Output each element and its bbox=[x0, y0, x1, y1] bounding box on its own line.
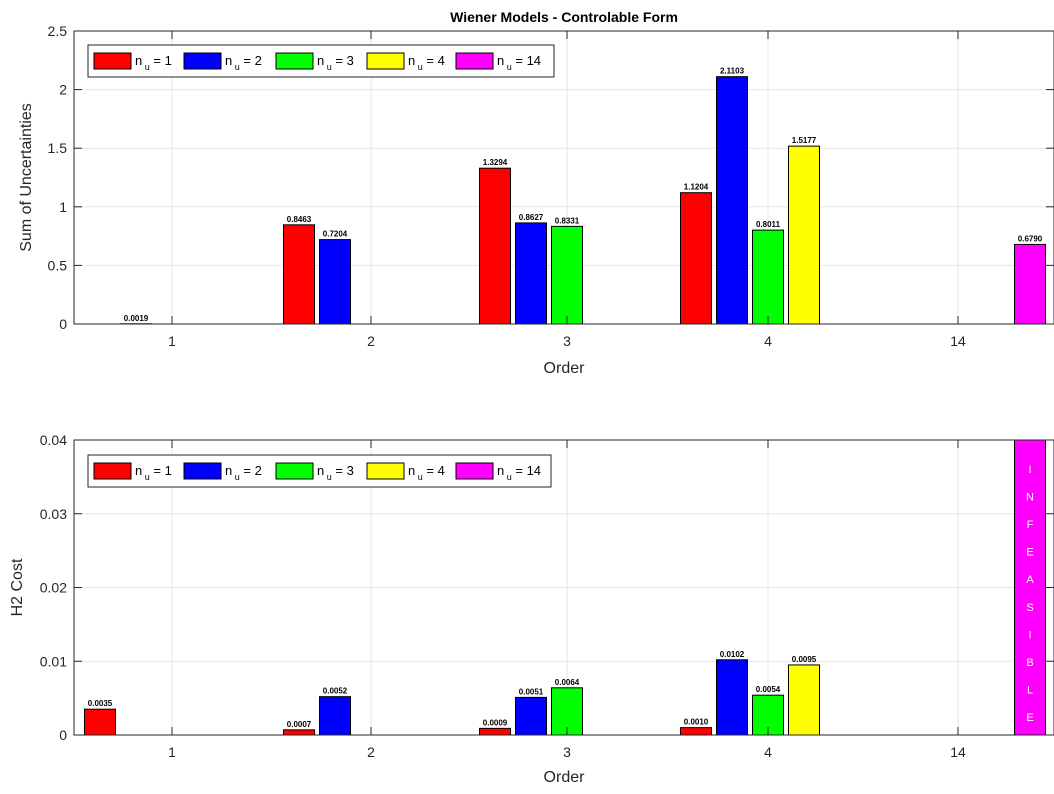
x-tick-label: 4 bbox=[764, 744, 772, 760]
data-label: 0.0035 bbox=[88, 699, 113, 708]
bar-2-series-2 bbox=[320, 240, 351, 324]
data-label: 0.0051 bbox=[519, 687, 544, 696]
y-tick-label: 0.03 bbox=[40, 506, 67, 522]
x-tick-label: 14 bbox=[950, 333, 966, 349]
bar-4-series-1 bbox=[681, 193, 712, 324]
y-tick-label: 0.01 bbox=[40, 653, 67, 669]
y-tick-label: 0 bbox=[59, 316, 67, 332]
data-label: 0.0095 bbox=[792, 655, 817, 664]
data-label: 0.8463 bbox=[287, 215, 312, 224]
data-label: 0.0064 bbox=[555, 678, 580, 687]
legend-swatch bbox=[456, 53, 493, 69]
y-tick-label: 0.5 bbox=[48, 257, 68, 273]
bar-2-series-2 bbox=[320, 697, 351, 735]
data-label: 0.8331 bbox=[555, 216, 580, 225]
bar-2-series-1 bbox=[284, 730, 315, 735]
y-tick-label: 0.02 bbox=[40, 580, 67, 596]
bar-14-series-5 bbox=[1015, 244, 1046, 324]
bar-4-series-2 bbox=[717, 77, 748, 324]
data-label: 0.0009 bbox=[483, 718, 508, 727]
bar-4-series-2 bbox=[717, 660, 748, 735]
bar-3-series-2 bbox=[516, 223, 547, 324]
legend-swatch bbox=[367, 463, 404, 479]
legend-swatch bbox=[276, 463, 313, 479]
x-tick-label: 1 bbox=[168, 333, 176, 349]
bar-3-series-2 bbox=[516, 697, 547, 735]
y-tick-label: 1.5 bbox=[48, 140, 68, 156]
y-axis-label: H2 Cost bbox=[9, 558, 26, 616]
annotation-letter: E bbox=[1026, 712, 1033, 724]
legend-swatch bbox=[94, 463, 131, 479]
data-label: 0.0102 bbox=[720, 650, 745, 659]
legend-swatch bbox=[276, 53, 313, 69]
legend-swatch bbox=[367, 53, 404, 69]
bar-2-series-1 bbox=[284, 225, 315, 324]
annotation-letter: A bbox=[1026, 574, 1034, 586]
annotation-letter: F bbox=[1027, 519, 1034, 531]
data-label: 0.7204 bbox=[323, 230, 348, 239]
data-label: 2.1103 bbox=[720, 67, 745, 76]
y-axis-label: Sum of Uncertainties bbox=[18, 103, 35, 252]
bar-4-series-3 bbox=[753, 230, 784, 324]
annotation-letter: S bbox=[1026, 602, 1033, 614]
y-tick-label: 0.04 bbox=[40, 432, 67, 448]
chart-1: 0.0019 0.8463 0.7204 1.3294 0.8627 0.8331 1.12… bbox=[18, 9, 1054, 377]
annotation-letter: I bbox=[1028, 464, 1031, 476]
y-tick-label: 2 bbox=[59, 82, 67, 98]
bar-3-series-1 bbox=[480, 168, 511, 324]
y-tick-label: 0 bbox=[59, 727, 67, 743]
annotation-letter: N bbox=[1026, 492, 1034, 504]
legend-swatch bbox=[456, 463, 493, 479]
bar-4-series-4 bbox=[789, 665, 820, 735]
x-tick-label: 3 bbox=[563, 333, 571, 349]
data-label: 1.1204 bbox=[684, 183, 709, 192]
annotation-letter: I bbox=[1028, 629, 1031, 641]
data-label: 1.5177 bbox=[792, 136, 817, 145]
data-label: 1.3294 bbox=[483, 158, 508, 167]
bar-3-series-3 bbox=[552, 226, 583, 324]
chart-title: Wiener Models - Controlable Form bbox=[450, 9, 678, 25]
y-tick-label: 2.5 bbox=[48, 23, 68, 39]
data-label: 0.0007 bbox=[287, 720, 312, 729]
x-tick-label: 2 bbox=[367, 333, 375, 349]
chart-2: 0.0035 0.0007 0.0052 0.0009 0.0051 0.0064 0.00… bbox=[9, 432, 1054, 786]
bar-4-series-1 bbox=[681, 728, 712, 735]
x-tick-label: 2 bbox=[367, 744, 375, 760]
x-axis-label: Order bbox=[544, 360, 586, 377]
data-label: 0.0010 bbox=[684, 718, 709, 727]
bar-3-series-1 bbox=[480, 728, 511, 735]
data-label: 0.0052 bbox=[323, 687, 348, 696]
legend-swatch bbox=[94, 53, 131, 69]
annotation-letter: E bbox=[1026, 547, 1033, 559]
legend-swatch bbox=[184, 53, 221, 69]
data-label: 0.0019 bbox=[124, 314, 149, 323]
legend-swatch bbox=[184, 463, 221, 479]
annotation-letter: L bbox=[1027, 684, 1033, 696]
x-tick-label: 3 bbox=[563, 744, 571, 760]
data-label: 0.8011 bbox=[756, 220, 781, 229]
data-label: 0.0054 bbox=[756, 685, 781, 694]
data-label: 0.6790 bbox=[1018, 234, 1043, 243]
bar-1-series-1 bbox=[85, 709, 116, 735]
x-axis-label: Order bbox=[544, 769, 586, 786]
data-label: 0.8627 bbox=[519, 213, 544, 222]
annotation-letter: B bbox=[1026, 657, 1033, 669]
x-tick-label: 4 bbox=[764, 333, 772, 349]
x-tick-label: 14 bbox=[950, 744, 966, 760]
y-tick-label: 1 bbox=[59, 199, 67, 215]
bar-4-series-4 bbox=[789, 146, 820, 324]
x-tick-label: 1 bbox=[168, 744, 176, 760]
